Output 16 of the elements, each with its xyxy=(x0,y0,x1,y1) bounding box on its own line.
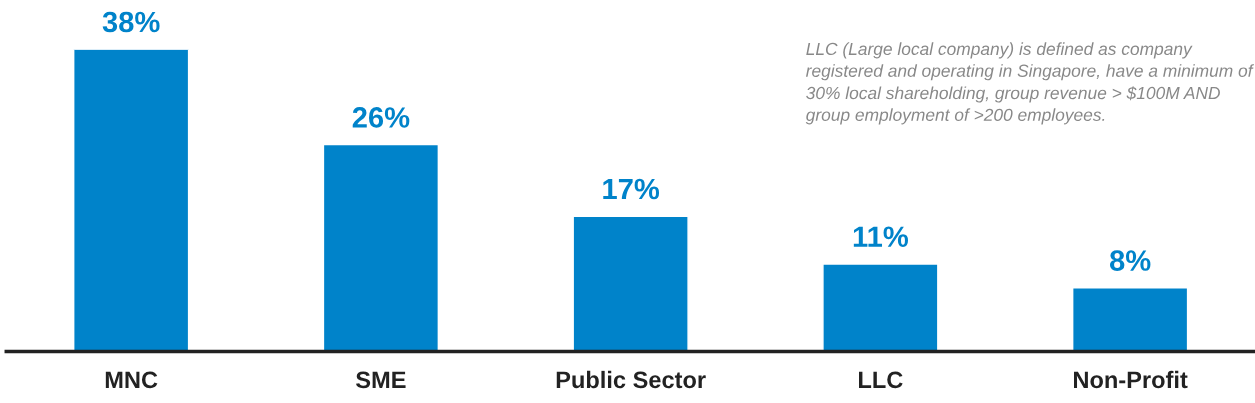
x-tick-label: SME xyxy=(355,371,406,389)
bar xyxy=(572,215,689,352)
data-label: 17% xyxy=(603,178,660,200)
data-label: 38% xyxy=(102,11,160,33)
bar xyxy=(822,263,939,352)
data-label: 8% xyxy=(1109,250,1151,271)
x-tick-label: MNC xyxy=(105,371,158,389)
bar xyxy=(322,143,440,352)
data-label: 26% xyxy=(352,107,410,128)
x-tick-label: Non-Profit xyxy=(1074,370,1188,389)
bar xyxy=(73,49,190,352)
x-tick-label: LLC xyxy=(859,371,903,389)
data-label: 11% xyxy=(853,226,908,247)
annotation: LLC (Large local company) is defined as company registered and operating in Singapore, have a minimum of 30% local shareholding, group revenue > $100M AND group employment of >200 employees. xyxy=(805,42,1255,125)
x-tick-label: Public Sector xyxy=(556,370,706,389)
bar xyxy=(1071,287,1189,352)
